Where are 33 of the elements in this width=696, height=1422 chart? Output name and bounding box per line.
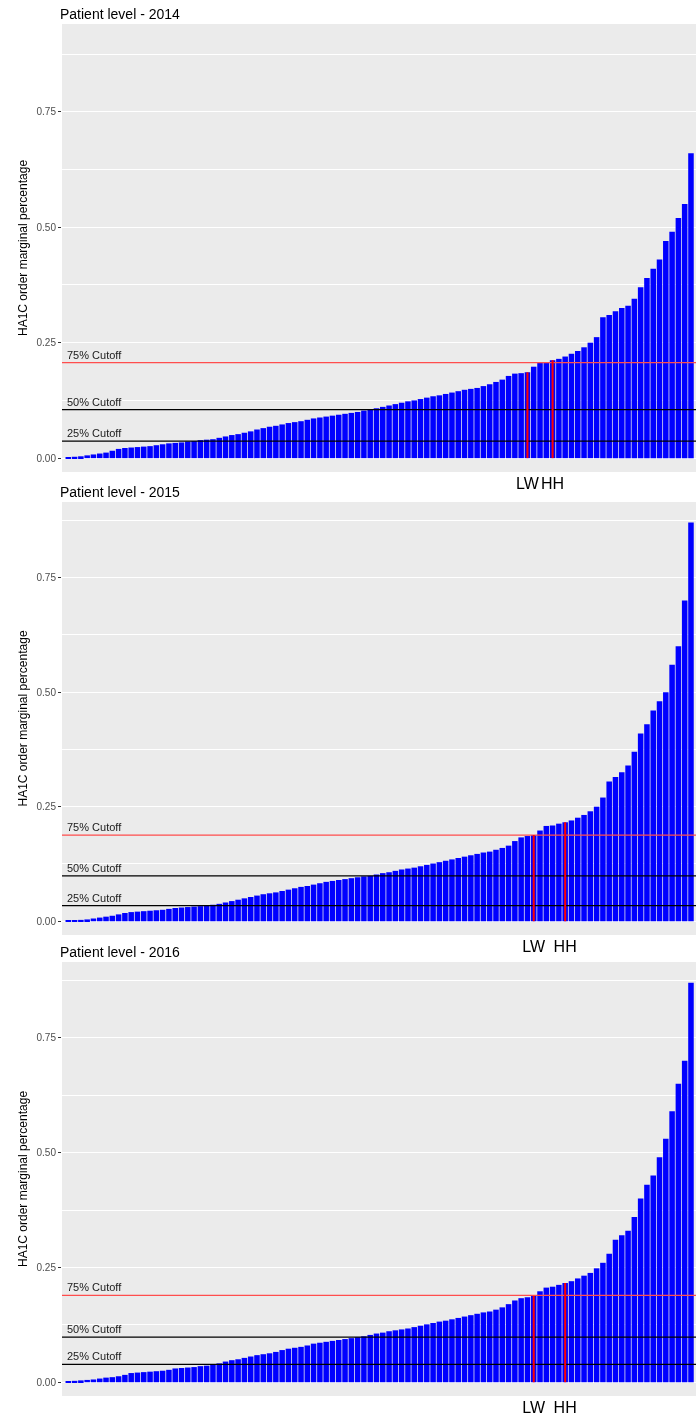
y-tick-label: 0.00 — [36, 915, 57, 927]
x-tick-label: HH — [541, 475, 565, 492]
chart-title: Patient level - 2015 — [60, 484, 181, 500]
y-tick-label: 0.75 — [36, 1032, 57, 1044]
y-tick-label: 0.25 — [36, 1261, 57, 1273]
chart-title: Patient level - 2016 — [60, 944, 181, 960]
ref-line-label: 75% Cutoff — [67, 349, 123, 361]
ref-line-label: 50% Cutoff — [67, 1323, 123, 1335]
y-axis-title: HA1C order marginal percentage — [15, 159, 30, 337]
y-axis-title: HA1C order marginal percentage — [15, 630, 30, 807]
ref-line-label: 75% Cutoff — [67, 1281, 123, 1293]
ref-line-label: 75% Cutoff — [67, 821, 123, 833]
y-axis-title: HA1C order marginal percentage — [15, 1090, 30, 1268]
y-tick-label: 0.00 — [36, 452, 57, 464]
y-tick-label: 0.00 — [36, 1376, 57, 1388]
y-tick-label: 0.25 — [36, 801, 57, 813]
y-tick-label: 0.50 — [36, 686, 57, 698]
y-tick-label: 0.25 — [36, 337, 57, 349]
ref-line-label: 25% Cutoff — [67, 427, 123, 439]
ref-line-label: 25% Cutoff — [67, 892, 123, 904]
ref-line-label: 25% Cutoff — [67, 1350, 123, 1362]
ref-line-label: 50% Cutoff — [67, 862, 123, 874]
x-tick-label: LW — [522, 938, 547, 955]
x-tick-label: HH — [553, 938, 577, 955]
chart-title: Patient level - 2014 — [60, 6, 181, 22]
x-tick-label: HH — [553, 1399, 577, 1416]
y-tick-label: 0.75 — [36, 572, 57, 584]
y-tick-label: 0.50 — [36, 1147, 57, 1159]
y-tick-label: 0.50 — [36, 221, 57, 233]
ref-line-label: 50% Cutoff — [67, 396, 123, 408]
y-tick-label: 0.75 — [36, 106, 57, 118]
x-tick-label: LW — [522, 1399, 547, 1416]
x-tick-label: LW — [516, 475, 540, 492]
